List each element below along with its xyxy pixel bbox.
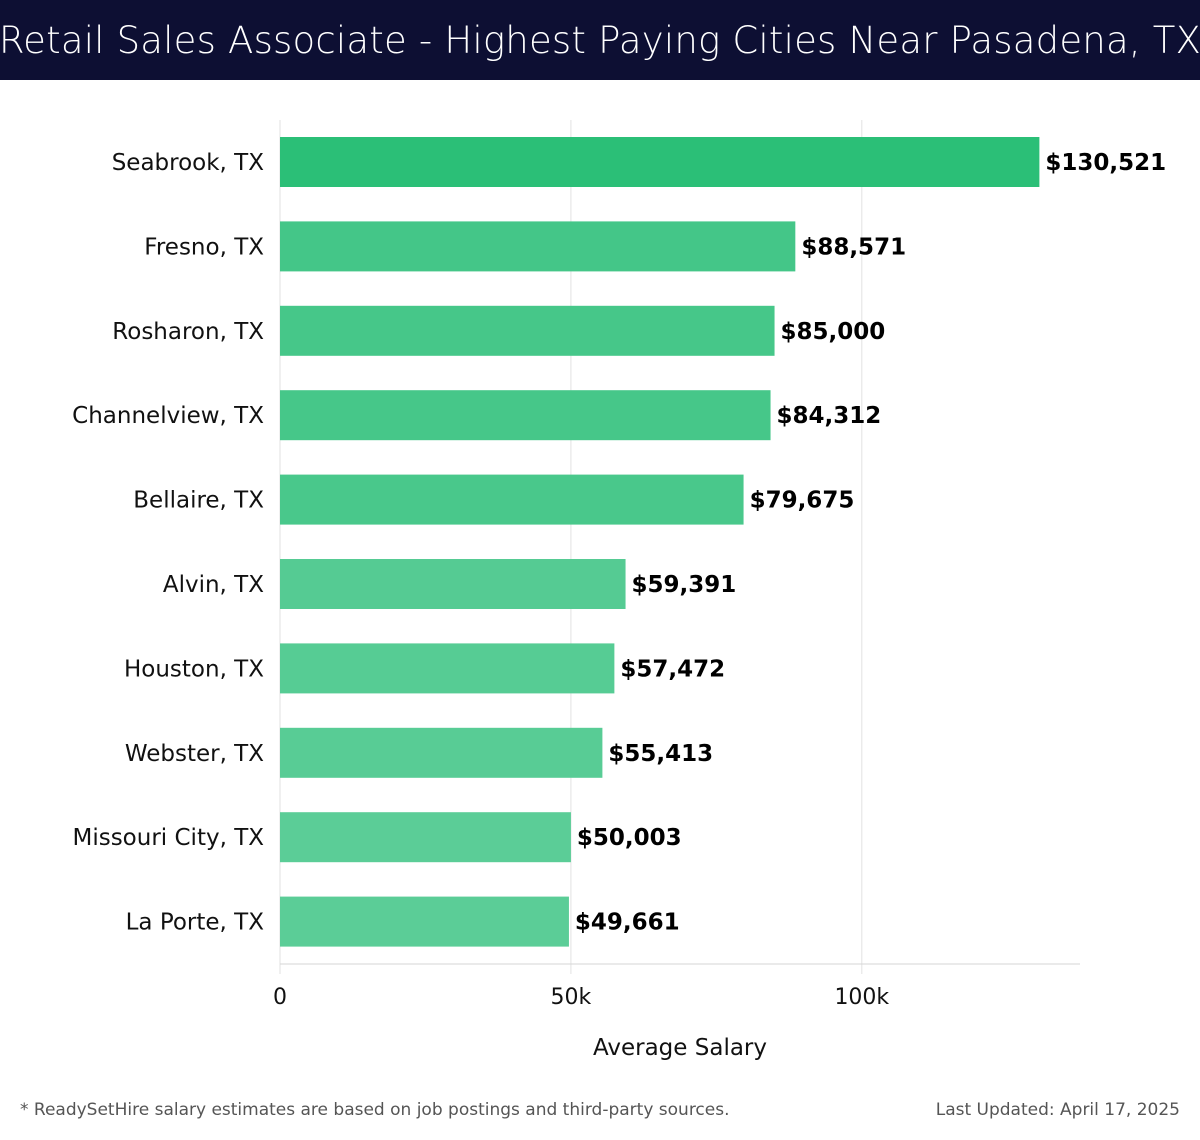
- category-label-9: La Porte, TX: [126, 910, 265, 936]
- bar-5: [280, 559, 626, 609]
- category-label-1: Fresno, TX: [144, 234, 264, 260]
- category-label-7: Webster, TX: [125, 741, 264, 767]
- x-tick-label-1: 50k: [551, 985, 592, 1010]
- value-label-9: $49,661: [575, 910, 680, 936]
- value-label-7: $55,413: [608, 741, 713, 767]
- value-label-6: $57,472: [620, 656, 725, 682]
- bar-3: [280, 390, 771, 441]
- bar-2: [280, 305, 775, 356]
- bar-1: [280, 221, 796, 272]
- x-tick-label-2: 100k: [834, 985, 889, 1010]
- value-label-8: $50,003: [577, 825, 682, 851]
- x-axis-title: Average Salary: [593, 1035, 767, 1061]
- bar-7: [280, 727, 603, 778]
- bar-0: [280, 137, 1040, 187]
- category-label-2: Rosharon, TX: [112, 319, 264, 345]
- bar-8: [280, 812, 571, 863]
- x-axis: 0 50k 100k Average Salary: [273, 963, 1080, 1061]
- category-label-4: Bellaire, TX: [133, 488, 264, 514]
- value-label-4: $79,675: [750, 488, 855, 514]
- chart-header: Retail Sales Associate - Highest Paying …: [0, 0, 1200, 80]
- footer-note: * ReadySetHire salary estimates are base…: [20, 1100, 730, 1120]
- category-label-8: Missouri City, TX: [72, 825, 264, 851]
- category-label-5: Alvin, TX: [163, 572, 264, 598]
- category-label-3: Channelview, TX: [72, 403, 264, 429]
- labels: Seabrook, TX $130,521 Fresno, TX $88,571 Ros…: [72, 150, 1166, 936]
- last-updated: Last Updated: April 17, 2025: [935, 1100, 1180, 1120]
- chart-title: Retail Sales Associate - Highest Paying …: [0, 18, 1200, 62]
- salary-bar-chart: 0 50k 100k Average Salary Seabrook, TX $130,…: [72, 120, 1166, 1061]
- value-label-5: $59,391: [632, 572, 737, 598]
- bar-4: [280, 474, 744, 525]
- category-label-6: Houston, TX: [124, 656, 264, 682]
- value-label-2: $85,000: [781, 319, 886, 345]
- value-label-0: $130,521: [1045, 150, 1166, 176]
- x-tick-label-0: 0: [273, 985, 287, 1010]
- bars: [280, 137, 1040, 947]
- bar-6: [280, 643, 615, 694]
- bar-9: [280, 896, 569, 947]
- value-label-3: $84,312: [777, 403, 882, 429]
- category-label-0: Seabrook, TX: [112, 150, 265, 176]
- value-label-1: $88,571: [801, 234, 906, 260]
